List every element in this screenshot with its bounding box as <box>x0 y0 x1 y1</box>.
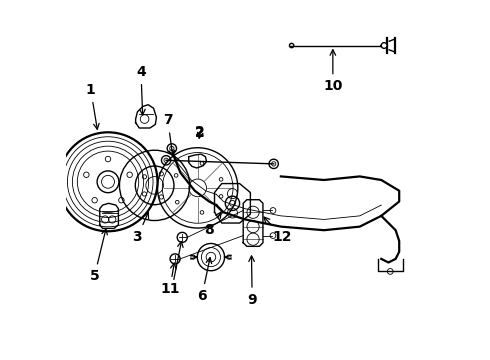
Text: 7: 7 <box>163 113 175 156</box>
Text: 12: 12 <box>264 217 293 244</box>
Text: 10: 10 <box>323 50 343 93</box>
Text: 6: 6 <box>197 258 212 303</box>
Text: 4: 4 <box>136 65 146 115</box>
Text: 9: 9 <box>247 256 257 307</box>
Text: 5: 5 <box>90 229 107 283</box>
Text: 1: 1 <box>86 83 99 129</box>
Text: 11: 11 <box>160 263 179 296</box>
Text: 3: 3 <box>133 212 148 244</box>
Circle shape <box>381 42 387 48</box>
Text: 8: 8 <box>204 212 221 237</box>
Text: 2: 2 <box>196 125 205 139</box>
Text: 2: 2 <box>196 126 205 140</box>
